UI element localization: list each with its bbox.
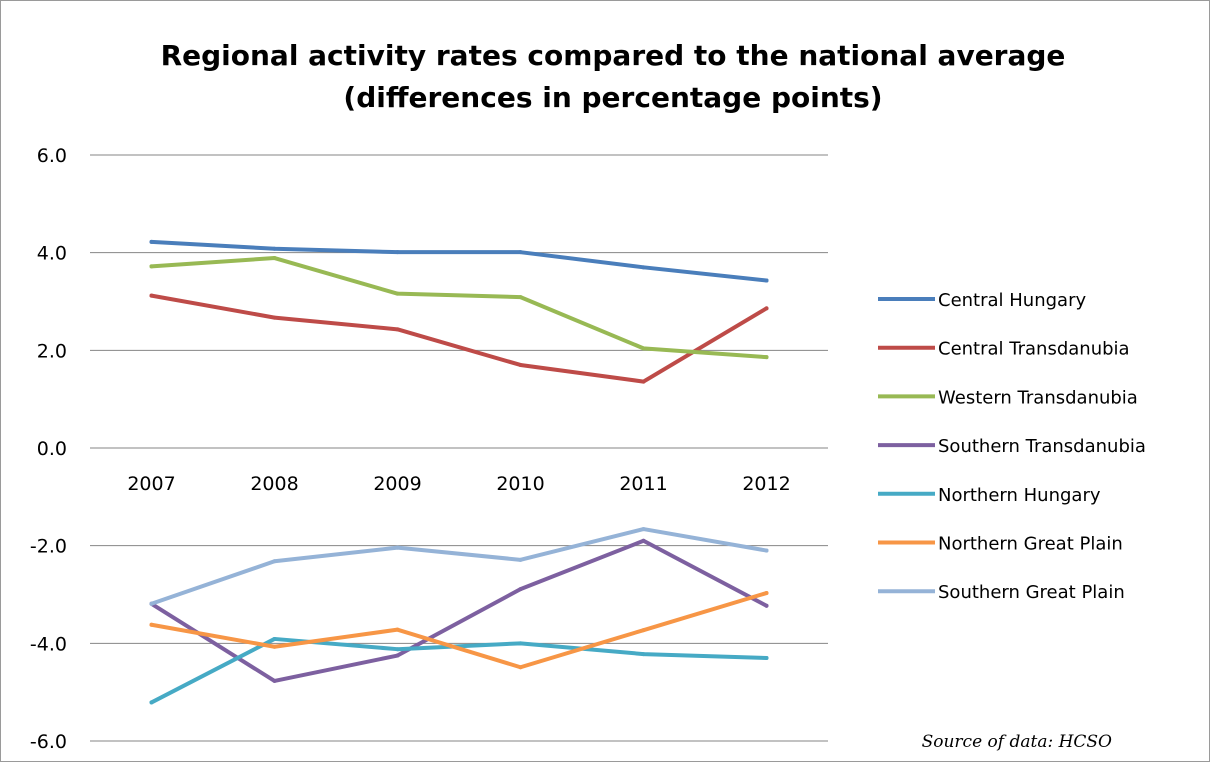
data-point xyxy=(764,355,769,360)
data-point xyxy=(764,603,769,608)
legend: Central Hungary Central Transdanubia Weste… xyxy=(878,290,1146,603)
y-tick-label: -6.0 xyxy=(30,731,67,753)
data-point xyxy=(641,538,646,543)
y-tick-label: 4.0 xyxy=(37,243,67,265)
data-point xyxy=(395,291,400,296)
data-point xyxy=(641,265,646,270)
chart-title-line-1: Regional activity rates compared to the … xyxy=(161,39,1066,72)
data-point xyxy=(149,293,154,298)
data-point xyxy=(149,239,154,244)
y-axis-labels: 6.0 4.0 2.0 0.0 -2.0 -4.0 -6.0 xyxy=(30,145,67,753)
data-point xyxy=(395,250,400,255)
data-point xyxy=(518,665,523,670)
data-point xyxy=(641,527,646,532)
x-tick-label: 2007 xyxy=(127,473,175,495)
x-tick-label: 2011 xyxy=(619,473,667,495)
x-tick-label: 2009 xyxy=(373,473,421,495)
data-point xyxy=(518,557,523,562)
data-point xyxy=(518,641,523,646)
data-point xyxy=(272,315,277,320)
data-point xyxy=(272,256,277,261)
data-point xyxy=(641,379,646,384)
data-point xyxy=(518,250,523,255)
legend-label: Central Hungary xyxy=(938,290,1086,311)
data-point xyxy=(764,548,769,553)
chart-title-line-2: (differences in percentage points) xyxy=(343,81,882,114)
x-tick-label: 2010 xyxy=(496,473,544,495)
data-point xyxy=(395,653,400,658)
series-line-western-transdanubia xyxy=(149,256,769,360)
data-point xyxy=(764,655,769,660)
series-lines xyxy=(149,239,769,705)
legend-label: Central Transdanubia xyxy=(938,339,1130,360)
data-point xyxy=(641,346,646,351)
data-point xyxy=(395,545,400,550)
y-tick-label: -2.0 xyxy=(30,536,67,558)
y-tick-label: -4.0 xyxy=(30,633,67,655)
x-tick-label: 2012 xyxy=(742,473,790,495)
data-point xyxy=(272,636,277,641)
series-line-central-transdanubia xyxy=(149,293,769,384)
data-point xyxy=(764,306,769,311)
data-point xyxy=(149,264,154,269)
legend-label: Western Transdanubia xyxy=(938,387,1138,408)
data-point xyxy=(149,622,154,627)
series-line-northern-great-plain xyxy=(149,591,769,670)
y-tick-label: 0.0 xyxy=(37,438,67,460)
series-line-southern-transdanubia xyxy=(149,538,769,683)
y-tick-label: 6.0 xyxy=(37,145,67,167)
legend-label: Southern Transdanubia xyxy=(938,436,1146,457)
data-point xyxy=(272,644,277,649)
x-axis-labels: 2007 2008 2009 2010 2011 2012 xyxy=(127,473,790,495)
data-point xyxy=(518,362,523,367)
series-line-southern-great-plain xyxy=(149,527,769,606)
source-note: Source of data: HCSO xyxy=(922,732,1112,752)
legend-label: Southern Great Plain xyxy=(938,582,1125,603)
data-point xyxy=(518,587,523,592)
data-point xyxy=(518,295,523,300)
data-point xyxy=(272,559,277,564)
data-point xyxy=(764,591,769,596)
data-point xyxy=(272,678,277,683)
legend-label: Northern Great Plain xyxy=(938,534,1123,555)
y-tick-label: 2.0 xyxy=(37,340,67,362)
series-line-central-hungary xyxy=(149,239,769,283)
data-point xyxy=(149,700,154,705)
series-line-northern-hungary xyxy=(149,636,769,705)
data-point xyxy=(395,327,400,332)
data-point xyxy=(395,627,400,632)
data-point xyxy=(641,628,646,633)
data-point xyxy=(764,278,769,283)
data-point xyxy=(641,652,646,657)
data-point xyxy=(395,647,400,652)
legend-label: Northern Hungary xyxy=(938,485,1101,506)
x-tick-label: 2008 xyxy=(250,473,298,495)
data-point xyxy=(272,246,277,251)
data-point xyxy=(149,601,154,606)
